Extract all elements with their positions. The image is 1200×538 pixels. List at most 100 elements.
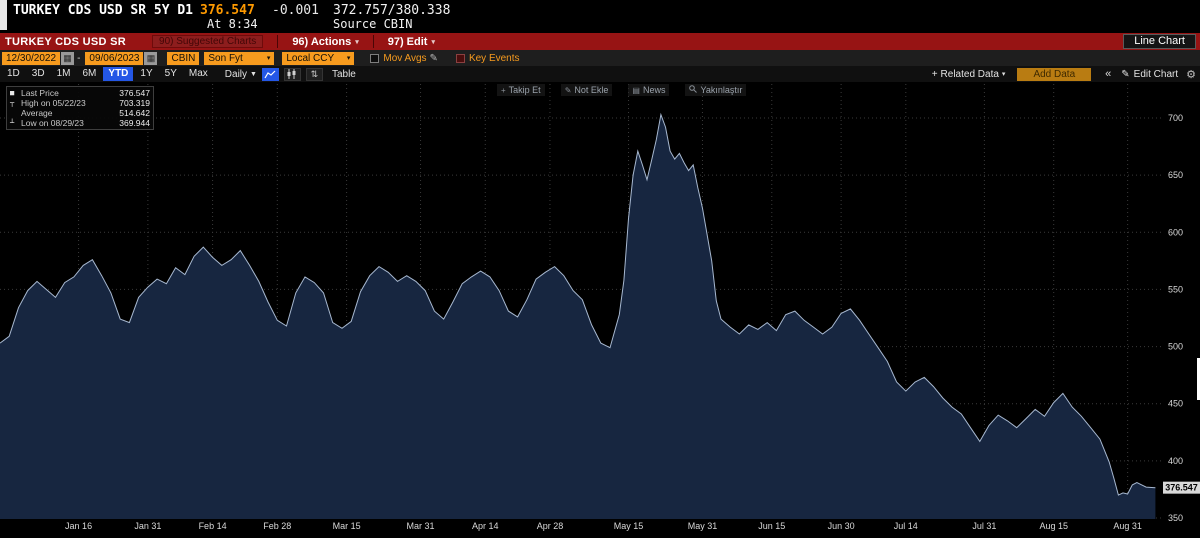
key-events-checkbox[interactable] xyxy=(456,54,465,63)
x-axis-label: Jan 31 xyxy=(134,521,161,531)
calendar-icon[interactable]: ▦ xyxy=(61,52,74,65)
last-price-value: 376.547 xyxy=(200,3,255,18)
news-label: News xyxy=(643,85,666,95)
related-data-button[interactable]: + Related Data ▾ xyxy=(932,69,1006,80)
divider xyxy=(373,35,374,48)
last-price-badge-value: 376.547 xyxy=(1165,483,1198,493)
pencil-icon: ✎ xyxy=(1121,69,1129,80)
chevron-down-icon: ▾ xyxy=(431,38,435,46)
x-axis-label: Mar 15 xyxy=(333,521,361,531)
x-axis-label: Jun 30 xyxy=(828,521,855,531)
x-axis-label: Jul 14 xyxy=(894,521,918,531)
y-axis-label: 350 xyxy=(1168,513,1183,523)
suggested-charts-button[interactable]: 90) Suggested Charts xyxy=(152,35,263,48)
news-button[interactable]: ▤ News xyxy=(628,84,669,96)
chart-legend: ■ Last Price 376.547 ┬ High on 05/22/23 … xyxy=(6,86,154,130)
calendar-icon[interactable]: ▦ xyxy=(144,52,157,65)
x-axis-label: Aug 31 xyxy=(1113,521,1142,531)
chevron-down-icon: ▾ xyxy=(347,52,351,65)
candlestick-icon[interactable] xyxy=(284,68,301,81)
legend-label: Low on 08/29/23 xyxy=(21,118,84,128)
chart-security-title: TURKEY CDS USD SR xyxy=(5,36,126,48)
magnifier-icon xyxy=(689,85,697,95)
mov-avgs-label[interactable]: Mov Avgs xyxy=(383,53,426,64)
actions-menu[interactable]: 96) Actions ▾ xyxy=(292,36,358,48)
crosshair-icon: + xyxy=(501,86,506,95)
frequency-value: Daily xyxy=(225,69,247,80)
y-axis-label: 650 xyxy=(1168,170,1183,180)
news-icon: ▤ xyxy=(632,86,640,95)
x-axis-label: Jul 31 xyxy=(972,521,996,531)
currency-select[interactable]: Local CCY ▾ xyxy=(282,52,354,65)
x-axis-label: Jun 15 xyxy=(758,521,785,531)
x-axis-label: May 15 xyxy=(614,521,644,531)
period-6m[interactable]: 6M xyxy=(78,67,102,81)
x-axis-label: Mar 31 xyxy=(407,521,435,531)
x-axis-label: Feb 28 xyxy=(263,521,291,531)
period-1m[interactable]: 1M xyxy=(52,67,76,81)
sort-arrows-icon[interactable]: ⇅ xyxy=(306,68,323,81)
x-axis-label: May 31 xyxy=(688,521,718,531)
line-chart-icon[interactable] xyxy=(262,68,279,81)
edit-chart-button[interactable]: ✎ Edit Chart xyxy=(1121,69,1178,80)
y-axis-label: 550 xyxy=(1168,284,1183,294)
date-from-input[interactable]: 12/30/2022 xyxy=(2,52,60,65)
quote-time: At 8:34 xyxy=(207,17,258,31)
annotate-label: Not Ekle xyxy=(574,85,608,95)
zoom-button[interactable]: Yakınlaştır xyxy=(685,84,746,96)
edit-menu[interactable]: 97) Edit ▾ xyxy=(388,36,435,48)
key-events-label[interactable]: Key Events xyxy=(469,53,520,64)
cursor-block xyxy=(0,0,7,30)
low-marker-icon: ┴ xyxy=(10,119,21,127)
y-axis-label: 700 xyxy=(1168,113,1183,123)
period-ytd[interactable]: YTD xyxy=(103,67,133,81)
price-field-select[interactable]: Son Fyt ▾ xyxy=(204,52,274,65)
track-button[interactable]: + Takip Et xyxy=(497,84,545,96)
frequency-select[interactable]: Daily ▼ xyxy=(225,69,257,80)
legend-value: 514.642 xyxy=(119,108,150,118)
add-data-input[interactable]: Add Data xyxy=(1017,68,1091,81)
period-1y[interactable]: 1Y xyxy=(135,67,157,81)
price-chart[interactable]: 350400450500550600650700Jan 16Jan 31Feb … xyxy=(0,82,1200,533)
annotate-button[interactable]: ✎ Not Ekle xyxy=(561,84,613,96)
period-max[interactable]: Max xyxy=(184,67,213,81)
chart-period-toolbar: 1D 3D 1M 6M YTD 1Y 5Y Max Daily ▼ ⇅ Tabl… xyxy=(0,66,1200,82)
mov-avgs-checkbox[interactable] xyxy=(370,54,379,63)
chart-view-selector[interactable]: Line Chart xyxy=(1123,34,1196,49)
source-select[interactable]: CBIN xyxy=(167,52,199,65)
security-title: TURKEY CDS USD SR 5Y D1 xyxy=(13,3,193,18)
legend-label: High on 05/22/23 xyxy=(21,98,86,108)
high-marker-icon: ┬ xyxy=(10,99,21,107)
period-1d[interactable]: 1D xyxy=(2,67,25,81)
legend-value: 369.944 xyxy=(119,118,150,128)
legend-row-low: ┴ Low on 08/29/23 369.944 xyxy=(10,118,150,128)
gear-icon[interactable]: ⚙ xyxy=(1186,68,1196,81)
y-axis-label: 600 xyxy=(1168,227,1183,237)
series-swatch-icon: ■ xyxy=(10,89,21,97)
actions-menu-label: 96) Actions xyxy=(292,36,351,48)
plus-icon: + xyxy=(932,69,938,80)
price-area-fill xyxy=(0,115,1155,519)
period-3d[interactable]: 3D xyxy=(27,67,50,81)
legend-row-high: ┬ High on 05/22/23 703.319 xyxy=(10,98,150,108)
price-field-value: Son Fyt xyxy=(208,52,242,65)
related-data-label: Related Data xyxy=(941,69,999,80)
x-axis-label: Aug 15 xyxy=(1039,521,1068,531)
price-change: -0.001 xyxy=(272,3,319,18)
pencil-icon[interactable]: ✎ xyxy=(430,53,438,64)
period-5y[interactable]: 5Y xyxy=(160,67,182,81)
chart-area[interactable]: 350400450500550600650700Jan 16Jan 31Feb … xyxy=(0,82,1200,533)
table-button[interactable]: Table xyxy=(332,69,356,80)
bid-ask-quote: 372.757/380.338 xyxy=(333,3,450,18)
chevron-down-icon: ▾ xyxy=(1002,70,1006,78)
collapse-panel-button[interactable]: « xyxy=(1105,68,1111,80)
date-range-separator: - xyxy=(77,53,80,64)
legend-label: Last Price xyxy=(21,88,59,98)
chevron-down-icon: ▼ xyxy=(250,71,257,78)
terminal-quote-bar: TURKEY CDS USD SR 5Y D1 376.547 -0.001 3… xyxy=(0,0,1200,32)
legend-value: 376.547 xyxy=(119,88,150,98)
track-label: Takip Et xyxy=(509,85,541,95)
pencil-icon: ✎ xyxy=(565,86,572,95)
chevron-down-icon: ▾ xyxy=(267,52,271,65)
date-to-input[interactable]: 09/06/2023 xyxy=(85,52,143,65)
